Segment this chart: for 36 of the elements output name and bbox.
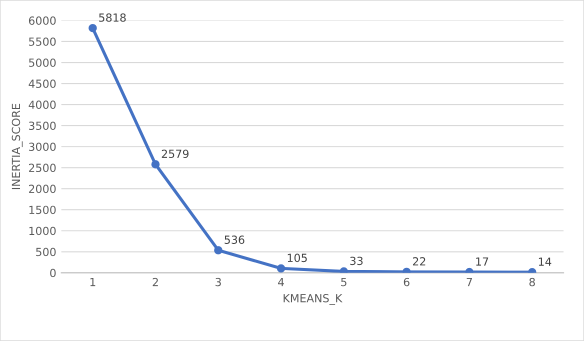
data-label: 105 <box>288 254 307 262</box>
point <box>214 246 222 254</box>
y-tick-label: 6000 <box>28 16 56 25</box>
x-tick-label: 8 <box>529 278 535 286</box>
point <box>340 267 348 273</box>
x-tick-label: 5 <box>341 278 346 286</box>
y-tick-label: 3500 <box>29 122 56 130</box>
x-tick-label: 6 <box>404 278 410 286</box>
data-label: 17 <box>476 258 488 266</box>
point <box>276 264 286 273</box>
data-label: 14 <box>538 258 552 266</box>
point <box>151 160 160 169</box>
y-tick-label: 5000 <box>29 58 56 67</box>
y-tick-label: 1500 <box>29 206 56 214</box>
point <box>88 24 97 32</box>
x-tick-label: 3 <box>216 278 221 286</box>
y-tick-label: 2000 <box>28 184 56 194</box>
data-label: 22 <box>412 257 426 266</box>
x-tick-label: 7 <box>466 278 472 286</box>
data-label: 5818 <box>99 13 126 22</box>
y-axis-title: INERTIA_SCORE <box>12 104 23 190</box>
y-tick-label: 2500 <box>28 164 56 172</box>
y-tick-label: 4500 <box>28 80 56 88</box>
data-label: 536 <box>224 236 244 244</box>
x-axis-title: KMEANS_K <box>284 294 343 305</box>
x-tick-label: 1 <box>90 278 96 286</box>
y-tick-label: 500 <box>36 248 56 256</box>
y-tick-label: 1000 <box>29 226 56 236</box>
y-tick-label: 5500 <box>29 37 56 46</box>
y-tick-label: 0 <box>50 268 56 278</box>
y-tick-label: 3000 <box>29 142 56 152</box>
data-label: 2579 <box>162 150 189 158</box>
x-tick-label: 4 <box>278 278 284 286</box>
x-tick-label: 2 <box>152 278 158 286</box>
data-label: 33 <box>350 256 363 266</box>
y-tick-label: 4000 <box>28 100 56 109</box>
